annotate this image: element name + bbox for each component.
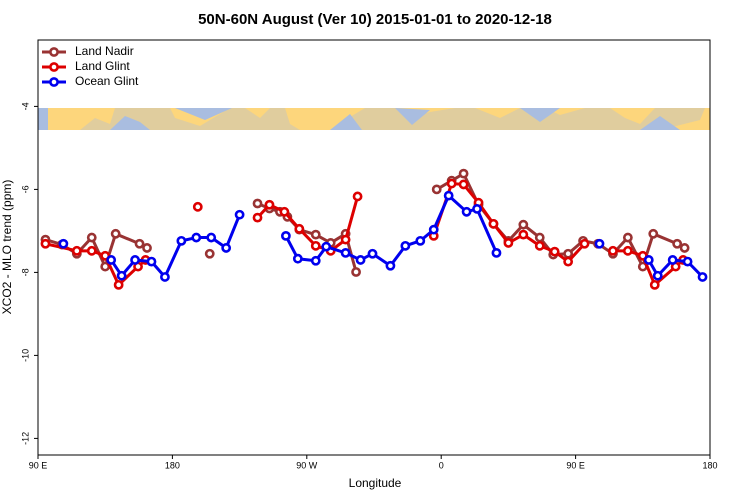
x-tick-label: 90 E <box>29 460 48 470</box>
data-point <box>458 168 469 179</box>
legend-marker <box>49 47 59 57</box>
data-point <box>134 238 145 249</box>
data-point <box>310 229 321 240</box>
chart-title: 50N-60N August (Ver 10) 2015-01-01 to 20… <box>198 11 552 28</box>
data-point <box>160 272 170 282</box>
data-point <box>106 255 117 265</box>
data-point <box>534 240 545 251</box>
x-tick-label: 90 W <box>296 460 318 470</box>
data-point <box>534 232 545 243</box>
data-point <box>234 209 245 220</box>
data-point <box>40 238 51 249</box>
data-point <box>697 272 708 282</box>
y-tick-label: -8 <box>20 268 30 276</box>
data-point <box>206 232 217 243</box>
y-tick-label: -10 <box>20 349 30 362</box>
data-point <box>252 198 263 209</box>
data-point <box>428 224 439 235</box>
data-point <box>579 238 590 249</box>
data-point <box>594 238 605 249</box>
data-point <box>351 267 361 277</box>
x-tick-label: 90 E <box>566 460 585 470</box>
data-point <box>461 206 472 217</box>
data-point <box>310 240 321 251</box>
data-point <box>667 255 678 265</box>
data-point <box>679 243 690 253</box>
data-point <box>321 241 332 252</box>
y-tick-label: -12 <box>20 432 30 445</box>
x-axis-label: Longitude <box>349 476 402 490</box>
data-point <box>518 229 529 240</box>
data-point <box>443 190 454 201</box>
data-point <box>672 238 683 249</box>
data-point <box>608 245 618 256</box>
data-point <box>294 223 305 234</box>
data-point <box>458 179 469 190</box>
data-point <box>176 235 187 246</box>
x-tick-label: 180 <box>165 460 180 470</box>
data-point <box>682 256 693 267</box>
data-point <box>264 199 275 210</box>
data-point <box>71 245 82 256</box>
data-point <box>431 184 442 195</box>
legend-marker <box>49 62 59 72</box>
data-point <box>340 234 351 245</box>
data-point <box>652 270 663 281</box>
data-point <box>146 256 157 267</box>
data-point <box>491 247 502 258</box>
y-tick-label: -6 <box>20 185 30 193</box>
y-axis-label: XCO2 - MLO trend (ppm) <box>0 180 14 315</box>
x-tick-label: 180 <box>702 460 717 470</box>
data-point <box>648 228 659 239</box>
data-point <box>110 228 121 239</box>
data-point <box>86 232 97 243</box>
data-point <box>549 246 560 257</box>
x-tick-label: 0 <box>439 460 444 470</box>
map-band <box>38 108 710 130</box>
data-point <box>446 178 457 189</box>
data-point <box>563 256 574 267</box>
data-point <box>643 255 654 265</box>
data-point <box>204 248 215 259</box>
data-point <box>310 255 321 266</box>
data-point <box>472 204 482 214</box>
data-point <box>116 270 127 281</box>
data-point <box>192 201 203 212</box>
data-point <box>252 212 263 223</box>
legend-marker <box>49 77 59 87</box>
data-point <box>415 235 426 246</box>
plot-frame <box>37 39 711 456</box>
data-point <box>280 230 291 241</box>
data-point <box>649 279 660 290</box>
data-point <box>352 191 363 202</box>
data-point <box>113 279 124 290</box>
data-point <box>622 232 633 243</box>
data-point <box>503 238 514 248</box>
data-point <box>400 240 411 251</box>
data-point <box>563 248 574 259</box>
data-point <box>191 232 202 243</box>
legend-label: Land Glint <box>75 59 130 73</box>
data-point <box>279 206 290 217</box>
data-point <box>142 243 152 253</box>
data-point <box>385 260 396 271</box>
data-point <box>518 219 529 230</box>
data-point <box>221 243 232 253</box>
legend-label: Land Nadir <box>75 44 134 58</box>
data-point <box>340 247 351 258</box>
data-point <box>622 245 633 256</box>
data-point <box>367 248 378 259</box>
data-point <box>488 218 499 229</box>
legend-label: Ocean Glint <box>75 74 139 88</box>
y-tick-label: -4 <box>20 102 30 110</box>
data-point <box>58 238 69 249</box>
data-point <box>292 253 303 264</box>
data-point <box>130 255 140 265</box>
data-point <box>355 255 366 265</box>
data-point <box>86 245 97 256</box>
